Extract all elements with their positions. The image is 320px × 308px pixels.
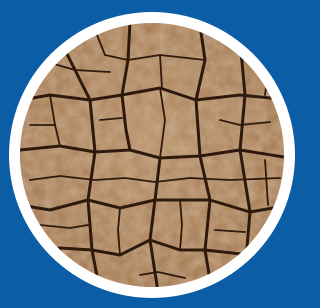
picture [0,0,299,308]
page: {} [0,0,299,308]
